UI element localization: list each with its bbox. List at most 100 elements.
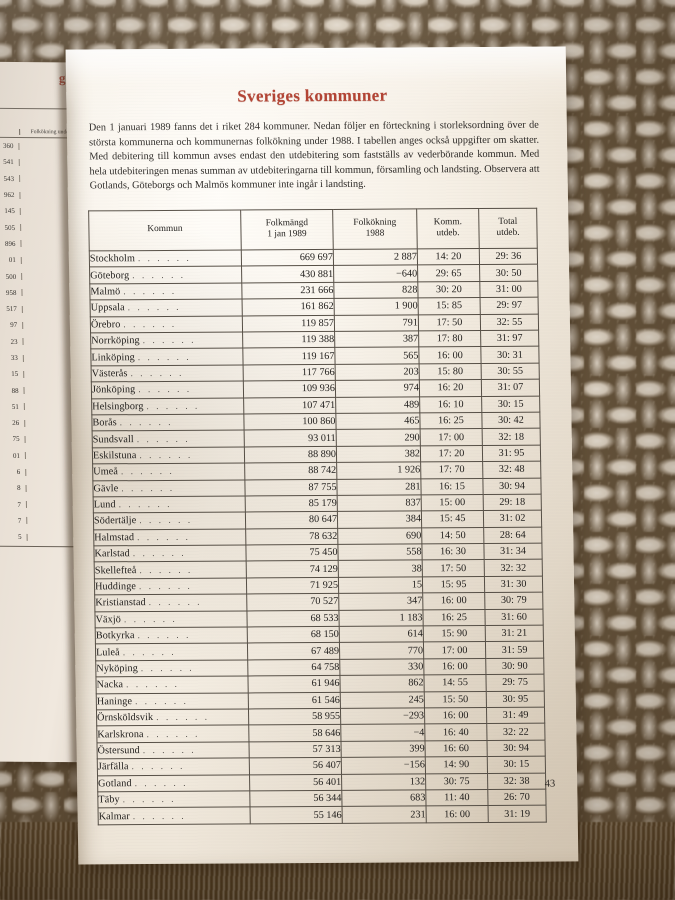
kommun-name: Gotland	[98, 777, 132, 790]
cell-total-utdeb: 31: 00	[479, 281, 539, 298]
leader-dots: . . . . . .	[138, 580, 193, 592]
leader-dots: . . . . . .	[142, 744, 197, 756]
table-body: Stockholm. . . . . . 669 697 2 887 14: 20 29…	[89, 248, 547, 825]
kommun-name: Täby	[98, 794, 120, 806]
cell-growth: −156	[341, 757, 426, 774]
kommun-name: Umeå	[93, 466, 119, 478]
kommun-name: Huddinge	[94, 581, 137, 593]
cell-growth: 330	[339, 658, 424, 676]
left-cell-population: 541	[3, 158, 14, 167]
cell-population: 93 011	[244, 429, 337, 447]
leader-dots: . . . . . .	[146, 728, 201, 739]
municipalities-table: Kommun Folkmängd 1 jan 1989 Folkökning 1…	[88, 208, 547, 825]
cell-total-utdeb: 31: 19	[488, 805, 547, 823]
cell-komm-utdeb: 17: 20	[420, 445, 483, 463]
cell-growth: 203	[335, 363, 420, 381]
cell-population: 161 862	[242, 298, 335, 316]
cell-total-utdeb: 32: 22	[486, 723, 545, 741]
cell-kommun: Täby. . . . . .	[97, 790, 251, 809]
cell-komm-utdeb: 15: 50	[424, 691, 487, 708]
leader-dots: . . . . . .	[120, 466, 175, 477]
cell-total-utdeb: 30: 15	[481, 395, 540, 413]
total-header-line2: utdeb.	[496, 227, 520, 238]
cell-population: 64 758	[247, 659, 340, 677]
growth-header-line2: 1988	[365, 228, 385, 239]
cell-komm-utdeb: 15: 85	[418, 297, 481, 315]
cell-kommun: Huddinge. . . . . .	[94, 577, 247, 596]
cell-growth: 245	[340, 691, 425, 709]
cell-population: 56 407	[249, 757, 342, 775]
cell-population: 67 489	[247, 642, 340, 660]
cell-total-utdeb: 31: 34	[483, 543, 543, 560]
cell-komm-utdeb: 30: 75	[425, 773, 488, 790]
cell-growth: 974	[335, 380, 420, 397]
cell-komm-utdeb: 14: 55	[423, 674, 487, 692]
cell-population: 58 646	[248, 724, 341, 742]
kommun-name: Örnsköldsvik	[97, 712, 154, 724]
cell-population: 109 936	[243, 380, 336, 398]
cell-growth: 2 887	[333, 248, 418, 266]
cell-komm-utdeb: 15: 90	[423, 625, 486, 643]
cell-growth: 132	[341, 773, 426, 791]
cell-kommun: Malmö. . . . . .	[89, 282, 243, 301]
kommun-name: Jönköping	[91, 384, 136, 396]
kommun-name: Örebro	[90, 319, 121, 331]
cell-population: 88 742	[244, 462, 337, 480]
kommun-name: Göteborg	[90, 269, 130, 282]
left-cell-population: 75	[12, 435, 20, 444]
cell-kommun: Södertälje. . . . . .	[93, 512, 246, 530]
kommun-name: Uppsala	[90, 302, 125, 314]
cell-kommun: Botkyrka. . . . . .	[95, 626, 248, 645]
cell-komm-utdeb: 16: 25	[422, 609, 486, 626]
cell-kommun: Järfälla. . . . . .	[97, 758, 250, 776]
cell-population: 119 388	[242, 331, 335, 349]
cell-growth: 399	[340, 740, 426, 758]
cell-population: 88 890	[244, 446, 337, 464]
leader-dots: . . . . . .	[132, 269, 186, 280]
cell-kommun: Göteborg. . . . . .	[89, 266, 242, 284]
intro-paragraph: Den 1 januari 1989 fanns det i riket 284…	[88, 119, 540, 192]
cell-komm-utdeb: 16: 25	[419, 412, 483, 430]
cell-total-utdeb: 31: 30	[484, 576, 543, 593]
left-cell-population: 543	[3, 174, 15, 183]
cell-komm-utdeb: 11: 40	[425, 789, 489, 807]
cell-kommun: Östersund. . . . . .	[96, 741, 250, 760]
column-header-total-utdeb: Total utdeb.	[478, 208, 538, 249]
left-cell-population: 88	[11, 386, 19, 395]
leader-dots: . . . . . .	[134, 695, 189, 706]
cell-kommun: Skellefteå. . . . . .	[94, 561, 247, 579]
cell-kommun: Västerås. . . . . .	[91, 364, 244, 383]
cell-growth: −4	[340, 724, 425, 742]
leader-dots: . . . . . .	[134, 777, 189, 788]
leader-dots: . . . . . .	[118, 499, 173, 510]
left-header-population: mängd 1989	[0, 128, 19, 135]
page-title: Sveriges kommuner	[237, 85, 388, 106]
column-header-komm-utdeb: Komm. utdeb.	[416, 208, 480, 249]
cell-komm-utdeb: 16: 40	[424, 723, 487, 741]
cell-komm-utdeb: 15: 95	[422, 576, 485, 594]
leader-dots: . . . . . .	[122, 794, 177, 805]
cell-kommun: Borås. . . . . .	[91, 413, 245, 432]
cell-total-utdeb: 31: 07	[481, 379, 540, 397]
kommun-name: Botkyrka	[95, 630, 135, 642]
cell-population: 117 766	[243, 364, 336, 382]
kommun-name: Helsingborg	[92, 400, 144, 413]
cell-kommun: Linköping. . . . . .	[90, 348, 244, 366]
left-cell-population: 8	[17, 484, 21, 493]
cell-total-utdeb: 30: 90	[485, 657, 544, 675]
cell-kommun: Haninge. . . . . .	[96, 692, 249, 710]
cell-growth: 465	[335, 412, 421, 430]
cell-komm-utdeb: 16: 00	[426, 805, 489, 823]
cell-total-utdeb: 30: 95	[486, 690, 545, 708]
kommun-name: Linköping	[91, 351, 135, 363]
cell-growth: 565	[334, 347, 420, 365]
cell-komm-utdeb: 16: 10	[419, 396, 482, 413]
cell-total-utdeb: 28: 64	[483, 526, 542, 544]
komm-header-line1: Komm.	[433, 217, 463, 228]
cell-komm-utdeb: 30: 20	[417, 281, 481, 299]
kommun-name: Skellefteå	[94, 564, 137, 577]
cell-kommun: Umeå. . . . . .	[92, 463, 245, 481]
cell-growth: 347	[338, 593, 423, 611]
kommun-name: Karlstad	[94, 548, 130, 560]
cell-population: 57 313	[248, 741, 342, 759]
